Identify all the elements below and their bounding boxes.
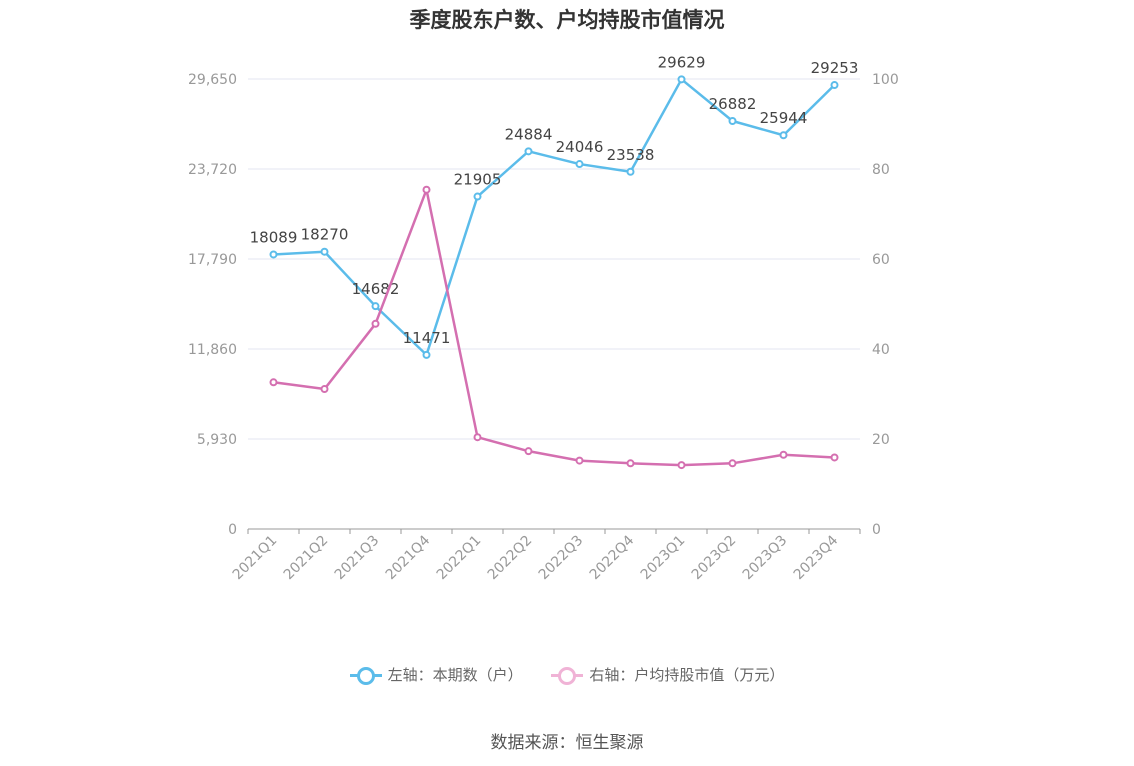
left-axis-tick-label: 0	[228, 522, 237, 538]
avg-value-point	[575, 456, 584, 465]
x-axis-tick-label: 2023Q3	[740, 533, 791, 584]
x-axis-tick-label: 2021Q3	[332, 533, 383, 584]
households-data-label: 24884	[505, 125, 553, 143]
avg-value-point	[422, 185, 431, 194]
data-source: 数据来源：恒生聚源	[490, 733, 644, 753]
right-axis-tick-label: 80	[872, 162, 890, 178]
left-axis-tick-label: 5,930	[197, 432, 237, 448]
households-data-label: 21905	[454, 171, 502, 189]
right-axis-tick-label: 20	[872, 432, 890, 448]
avg-value-point	[524, 447, 533, 456]
households-point	[728, 117, 737, 126]
avg-value-point	[626, 459, 635, 468]
x-axis-tick-label: 2021Q1	[230, 533, 281, 584]
households-point	[473, 192, 482, 201]
households-point	[830, 81, 839, 90]
right-axis-tick-label: 0	[872, 522, 881, 538]
households-data-label: 11471	[403, 329, 451, 347]
left-axis-tick-label: 11,860	[188, 342, 237, 358]
households-data-label: 24046	[556, 138, 604, 156]
left-axis-tick-label: 29,650	[188, 72, 237, 88]
households-data-label: 26882	[709, 95, 757, 113]
legend-marker-avg-value	[551, 666, 584, 685]
households-line	[273, 78, 836, 357]
households-point	[371, 302, 380, 311]
households-point	[626, 167, 635, 176]
legend-marker-households	[349, 666, 382, 685]
x-axis-tick-label: 2021Q4	[383, 532, 434, 583]
legend-label-households: 左轴：本期数（户）	[387, 666, 523, 684]
households-data-label: 18270	[301, 226, 349, 244]
right-axis-tick-label: 40	[872, 342, 890, 358]
avg-value-point	[371, 319, 380, 328]
households-data-label: 29253	[811, 59, 859, 77]
avg-value-point	[677, 461, 686, 470]
x-axis-tick-label: 2022Q3	[536, 533, 587, 584]
avg-value-point	[779, 450, 788, 459]
households-data-label: 25944	[760, 109, 808, 127]
legend-item-households[interactable]: 左轴：本期数（户）	[349, 664, 523, 685]
chart-title: 季度股东户数、户均持股市值情况	[409, 8, 725, 32]
legend-label-avg-value: 右轴：户均持股市值（万元）	[589, 666, 785, 684]
legend-item-avg-value[interactable]: 右轴：户均持股市值（万元）	[551, 664, 784, 685]
households-point	[575, 160, 584, 169]
avg-value-point	[473, 433, 482, 442]
households-point	[320, 247, 329, 256]
x-axis-tick-label: 2021Q2	[281, 533, 332, 584]
right-axis-tick-label: 100	[872, 72, 899, 88]
left-axis-tick-label: 17,790	[188, 252, 237, 268]
left-axis-tick-label: 23,720	[188, 162, 237, 178]
avg-value-point	[728, 459, 737, 468]
households-point	[269, 250, 278, 259]
chart-legend: 左轴：本期数（户） 右轴：户均持股市值（万元）	[0, 664, 1134, 688]
households-point	[677, 75, 686, 84]
avg-value-point	[320, 385, 329, 394]
households-point	[779, 131, 788, 140]
households-data-label: 18089	[250, 228, 298, 246]
right-axis-tick-label: 60	[872, 252, 890, 268]
x-axis-tick-label: 2022Q4	[587, 532, 638, 583]
x-axis-tick-label: 2022Q1	[434, 533, 485, 584]
households-data-label: 29629	[658, 53, 706, 71]
avg-value-line	[273, 188, 835, 467]
households-point	[524, 147, 533, 156]
x-axis-tick-label: 2023Q2	[689, 533, 740, 584]
avg-value-point	[269, 378, 278, 387]
line-chart: 0 5,930 11,860 17,790 23,720 29,650 0 20 40 60 80 1…	[188, 53, 899, 584]
avg-value-point	[830, 453, 839, 462]
x-axis-tick-label: 2023Q4	[791, 532, 842, 583]
x-axis-tick-label: 2023Q1	[638, 533, 689, 584]
households-point	[422, 350, 431, 359]
x-axis-tick-label: 2022Q2	[485, 533, 536, 584]
households-data-label: 23538	[607, 146, 655, 164]
